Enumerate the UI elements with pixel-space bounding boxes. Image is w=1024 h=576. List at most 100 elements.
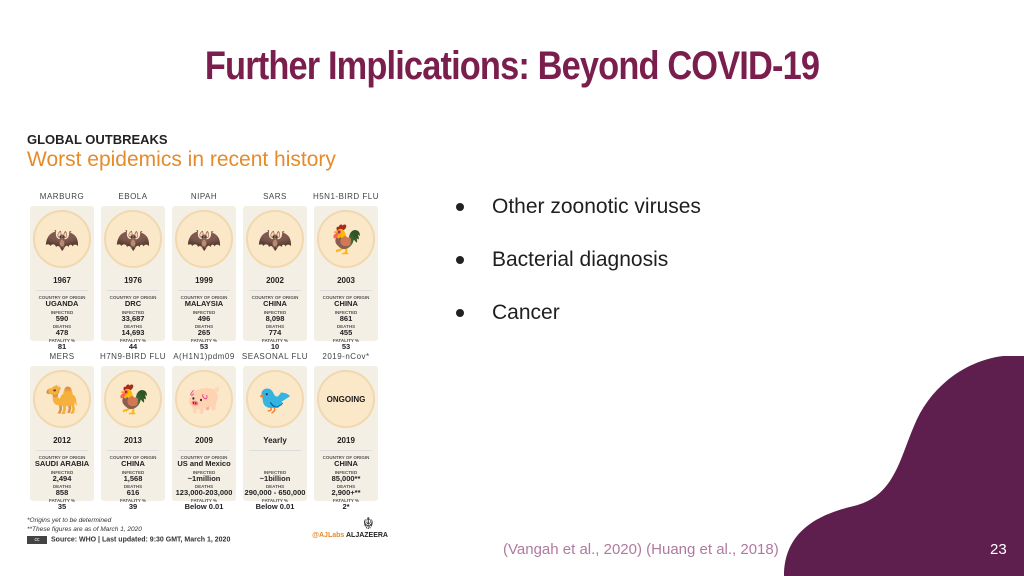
bat-icon: 🦇: [33, 210, 91, 268]
divider: [178, 290, 230, 291]
fatality-label: FATALITY %: [48, 338, 75, 343]
outbreak-card: EBOLA 🦇 1976 COUNTRY OF ORIGIN DRC INFECTED 33…: [101, 192, 165, 351]
outbreak-year: 2013: [124, 436, 142, 445]
footnote-origins: *Origins yet to be determined: [27, 517, 112, 524]
outbreak-name: A(H1N1)pdm09: [173, 352, 235, 361]
bat-icon: 🦇: [175, 210, 233, 268]
outbreak-card: MARBURG 🦇 1967 COUNTRY OF ORIGIN UGANDA INFEC…: [30, 192, 94, 351]
fatality-label: FATALITY %: [119, 498, 146, 503]
country-label: COUNTRY OF ORIGIN: [322, 295, 370, 300]
country-value: US and Mexico: [177, 459, 231, 468]
country-label: COUNTRY OF ORIGIN: [180, 295, 228, 300]
deaths-value: 265: [197, 328, 211, 337]
infected-label: INFECTED: [121, 310, 145, 315]
infected-value: ~1billion: [259, 474, 291, 483]
outbreak-name: NIPAH: [190, 192, 218, 201]
ajlabs-credit: @AJLabs: [312, 532, 345, 539]
country-label: COUNTRY OF ORIGIN: [109, 295, 157, 300]
fatality-label: FATALITY %: [190, 338, 217, 343]
deaths-label: DEATHS: [194, 324, 214, 329]
bullet-item: Cancer: [452, 286, 701, 339]
divider: [178, 450, 230, 451]
rooster-icon: 🐓: [317, 210, 375, 268]
ongoing-badge: ONGOING: [317, 370, 375, 428]
deaths-value: 455: [339, 328, 353, 337]
infected-label: INFECTED: [263, 470, 287, 475]
country-label: COUNTRY OF ORIGIN: [180, 455, 228, 460]
bullet-item: Bacterial diagnosis: [452, 233, 701, 286]
infected-label: INFECTED: [192, 310, 216, 315]
bullet-item: Other zoonotic viruses: [452, 180, 701, 233]
deaths-value: 290,000 - 650,000: [244, 488, 306, 497]
fatality-value: 81: [57, 342, 67, 351]
country-value: SAUDI ARABIA: [34, 459, 90, 468]
outbreak-name: EBOLA: [118, 192, 148, 201]
outbreak-name: MARBURG: [39, 192, 85, 201]
infected-value: ~1million: [187, 474, 221, 483]
country-label: COUNTRY OF ORIGIN: [109, 455, 157, 460]
infected-value: 85,000**: [331, 474, 361, 483]
deaths-value: 14,693: [121, 328, 145, 337]
outbreak-card: SEASONAL FLU 🐦 Yearly INFECTED ~1billion DEAT…: [242, 352, 308, 511]
country-value: UGANDA: [45, 299, 79, 308]
fatality-label: FATALITY %: [119, 338, 146, 343]
source-text: Source: WHO | Last updated: 9:30 GMT, Ma…: [51, 536, 231, 544]
bullet-dot-icon: [456, 255, 464, 264]
aljazeera-logo-icon: ☬: [362, 516, 374, 533]
deaths-value: 123,000-203,000: [175, 488, 233, 497]
bird-pig-icon: 🐦: [246, 370, 304, 428]
infected-value: 861: [339, 314, 353, 323]
country-value: DRC: [124, 299, 142, 308]
fatality-label: FATALITY %: [190, 498, 217, 503]
country-label: COUNTRY OF ORIGIN: [38, 455, 86, 460]
divider: [249, 290, 301, 291]
decorative-blob: [784, 356, 1024, 576]
infected-label: INFECTED: [121, 470, 145, 475]
divider: [107, 290, 159, 291]
brand-name: ALJAZEERA: [345, 532, 388, 539]
deaths-value: 858: [55, 488, 69, 497]
fatality-label: FATALITY %: [261, 338, 288, 343]
infected-label: INFECTED: [192, 470, 216, 475]
pig-icon: 🐖: [175, 370, 233, 428]
infographic-heading: GLOBAL OUTBREAKS: [27, 132, 168, 147]
outbreak-year: 1976: [124, 276, 142, 285]
fatality-label: FATALITY %: [48, 498, 75, 503]
outbreak-name: H5N1-BIRD FLU: [312, 192, 380, 201]
infected-value: 33,687: [121, 314, 145, 323]
fatality-value: 39: [128, 502, 138, 511]
country-label: COUNTRY OF ORIGIN: [251, 295, 299, 300]
outbreak-year: 2002: [266, 276, 284, 285]
outbreak-year: 2019: [337, 436, 355, 445]
civet-bat-icon: 🦇: [246, 210, 304, 268]
country-value: CHINA: [263, 299, 287, 308]
fatality-value: 44: [128, 342, 138, 351]
deaths-label: DEATHS: [123, 484, 143, 489]
fatality-value: 53: [341, 342, 351, 351]
divider: [36, 450, 88, 451]
outbreak-name: SARS: [263, 192, 287, 201]
outbreak-name: H7N9-BIRD FLU: [99, 352, 167, 361]
country-value: CHINA: [121, 459, 145, 468]
fatality-value: Below 0.01: [255, 502, 295, 511]
infographic-footnotes: *Origins yet to be determined **These fi…: [27, 516, 142, 534]
outbreak-card: 2019-nCov* ONGOING 2019 COUNTRY OF ORIGIN CH…: [314, 352, 378, 511]
deaths-label: DEATHS: [336, 484, 356, 489]
outbreak-name: 2019-nCov*: [322, 352, 370, 361]
fatality-label: FATALITY %: [332, 498, 359, 503]
country-value: CHINA: [334, 299, 358, 308]
outbreak-card: A(H1N1)pdm09 🐖 2009 COUNTRY OF ORIGIN US and…: [172, 352, 236, 511]
outbreak-card: NIPAH 🦇 1999 COUNTRY OF ORIGIN MALAYSIA INFEC…: [172, 192, 236, 351]
infected-label: INFECTED: [50, 310, 74, 315]
bullet-text: Cancer: [492, 300, 560, 324]
outbreaks-infographic: GLOBAL OUTBREAKS Worst epidemics in rece…: [22, 124, 394, 552]
bullet-text: Bacterial diagnosis: [492, 247, 669, 271]
outbreak-year: 1999: [195, 276, 213, 285]
rooster-icon: 🐓: [104, 370, 162, 428]
deaths-label: DEATHS: [52, 324, 72, 329]
outbreak-year: 1967: [53, 276, 71, 285]
divider: [320, 450, 372, 451]
camel-icon: 🐪: [33, 370, 91, 428]
infected-value: 2,494: [52, 474, 72, 483]
infographic-credit: @AJLabs ALJAZEERA: [312, 532, 388, 539]
